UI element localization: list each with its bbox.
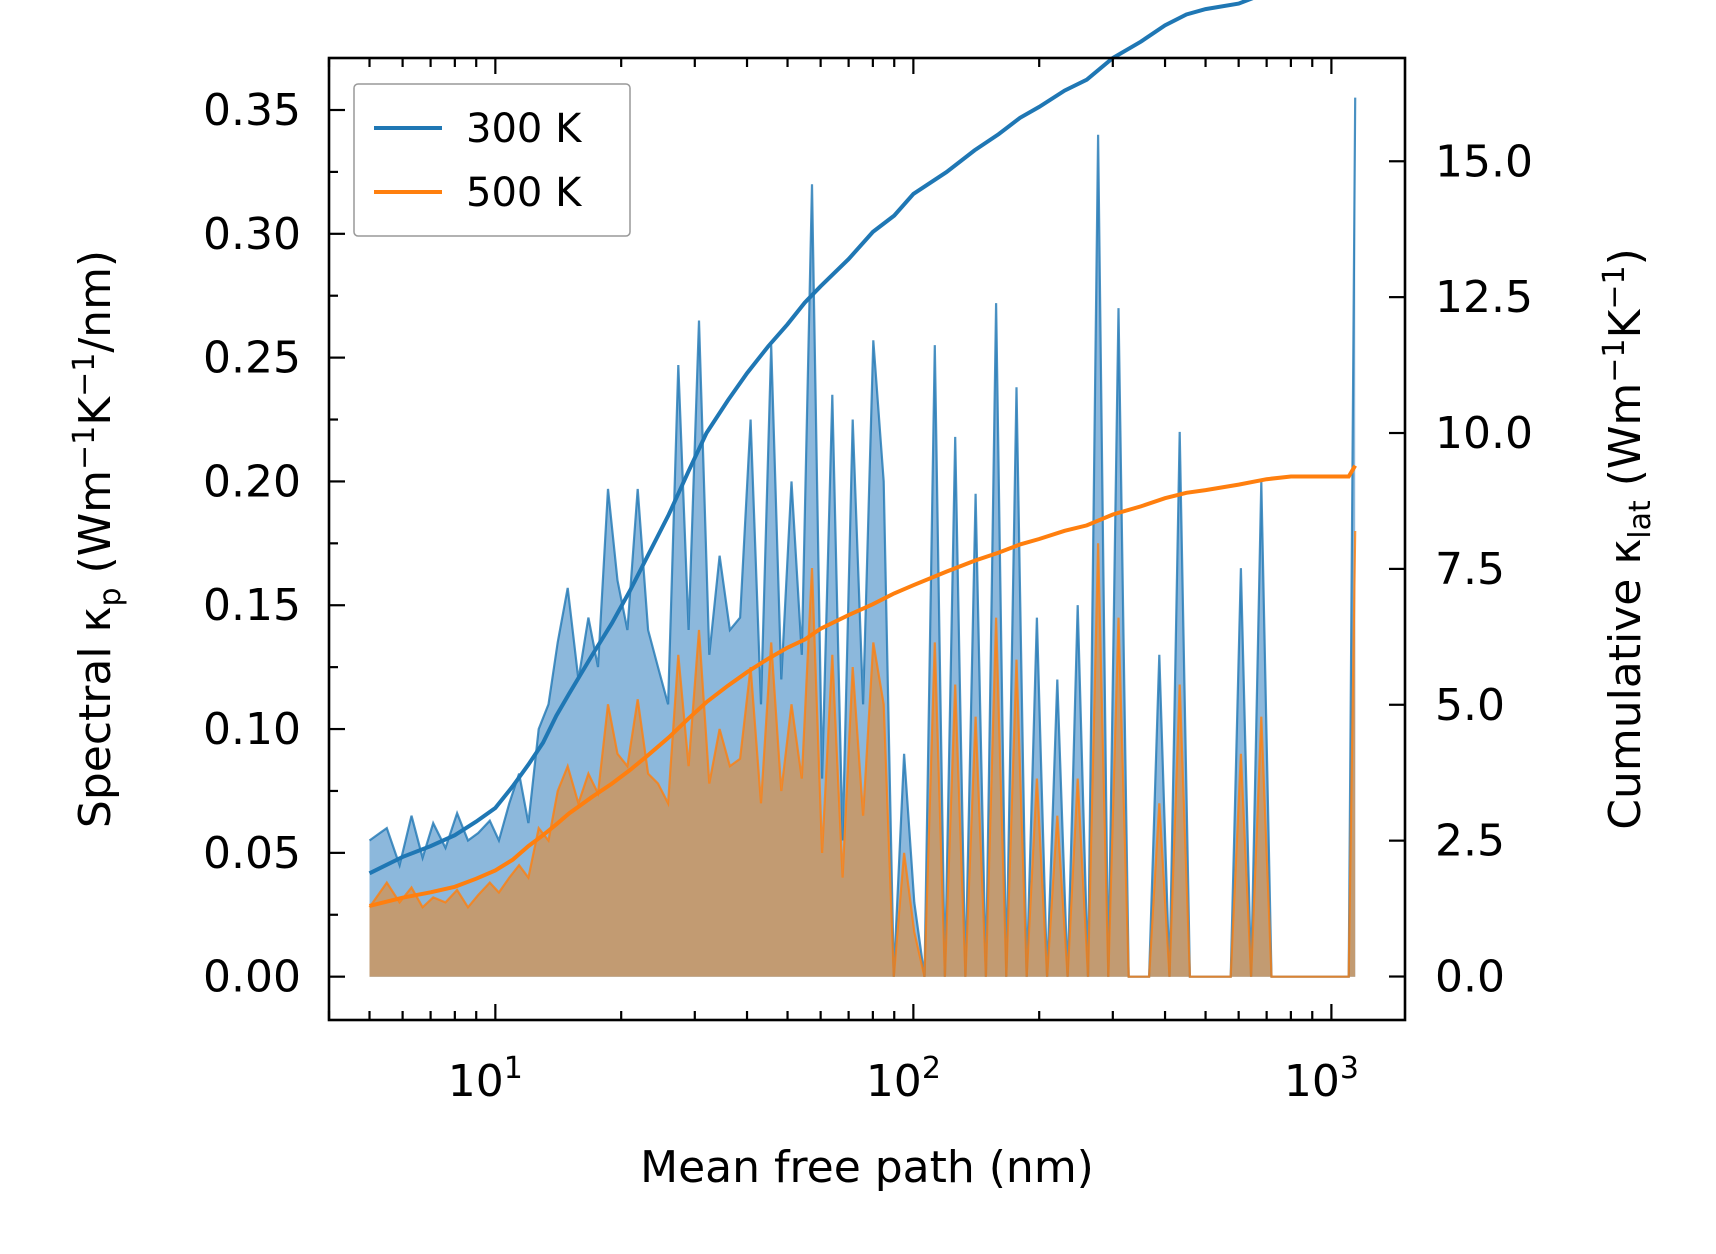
legend: 300 K 500 K xyxy=(353,83,631,237)
ylabel-left-main: Spectral κ xyxy=(70,607,121,829)
y-left-tick-label: 0.10 xyxy=(203,704,301,755)
y-right-tick-label: 7.5 xyxy=(1435,544,1505,595)
axis-ticks: 101 102 1030.000.050.100.150.200.250.300.3… xyxy=(203,58,1533,1107)
x-tick-base: 10 xyxy=(448,1056,504,1107)
ylabel-left-tail: /nm) xyxy=(70,250,121,353)
y-right-tick-label: 2.5 xyxy=(1435,816,1505,867)
ylabel-right-main: Cumulative κ xyxy=(1600,539,1651,830)
x-tick-base: 10 xyxy=(1284,1056,1340,1107)
y-left-tick-label: 0.30 xyxy=(203,209,301,260)
ylabel-left-units: (Wm xyxy=(70,470,121,588)
x-tick-label: 101 xyxy=(448,1051,523,1107)
fill-500k-area xyxy=(369,531,1356,977)
ylabel-right-sup1: −1 xyxy=(1597,338,1632,382)
y-right-tick-label: 10.0 xyxy=(1435,408,1533,459)
y-left-tick-label: 0.20 xyxy=(203,456,301,507)
x-axis-title: Mean free path (nm) xyxy=(640,1142,1094,1193)
cumulative-500k-line xyxy=(369,464,1357,908)
ylabel-right-sub: lat xyxy=(1623,500,1658,539)
ylabel-left-mid: K xyxy=(70,396,121,426)
x-tick-base: 10 xyxy=(866,1056,922,1107)
cumulative-300k-line xyxy=(368,0,1254,876)
x-tick-exponent: 2 xyxy=(922,1051,941,1086)
legend-box xyxy=(353,83,631,237)
ylabel-right-units: (Wm xyxy=(1600,383,1651,501)
y-left-tick-label: 0.05 xyxy=(203,828,301,879)
x-tick-label: 103 xyxy=(1284,1051,1359,1107)
ylabel-right-tail: ) xyxy=(1600,248,1651,265)
plot-fills xyxy=(369,97,1356,977)
y-right-tick-label: 15.0 xyxy=(1435,136,1533,187)
y-left-tick-label: 0.00 xyxy=(203,952,301,1003)
y-right-tick-label: 5.0 xyxy=(1435,680,1505,731)
legend-label-300k: 300 K xyxy=(466,106,583,152)
ylabel-right-sup2: −1 xyxy=(1597,265,1632,309)
spectral-500k-line xyxy=(368,530,1357,978)
y-axis-left-title: Spectral κp (Wm−1K−1/nm) xyxy=(67,250,128,828)
plot-lines xyxy=(368,0,1357,978)
y-right-tick-label: 12.5 xyxy=(1435,272,1533,323)
ylabel-left-sup2: −1 xyxy=(67,353,102,397)
legend-label-500k: 500 K xyxy=(466,170,583,216)
ylabel-right-mid: K xyxy=(1600,308,1651,338)
ylabel-left-sup1: −1 xyxy=(67,426,102,470)
x-tick-label: 102 xyxy=(866,1051,941,1107)
ylabel-left-sub: p xyxy=(93,587,128,606)
y-axis-right-title: Cumulative κlat (Wm−1K−1) xyxy=(1597,248,1658,830)
y-right-tick-label: 0.0 xyxy=(1435,952,1505,1003)
x-tick-exponent: 3 xyxy=(1340,1051,1359,1086)
y-left-tick-label: 0.35 xyxy=(203,85,301,136)
x-tick-exponent: 1 xyxy=(504,1051,523,1086)
y-left-tick-label: 0.15 xyxy=(203,580,301,631)
plot-frame xyxy=(327,56,1407,1022)
y-left-tick-label: 0.25 xyxy=(203,333,301,384)
